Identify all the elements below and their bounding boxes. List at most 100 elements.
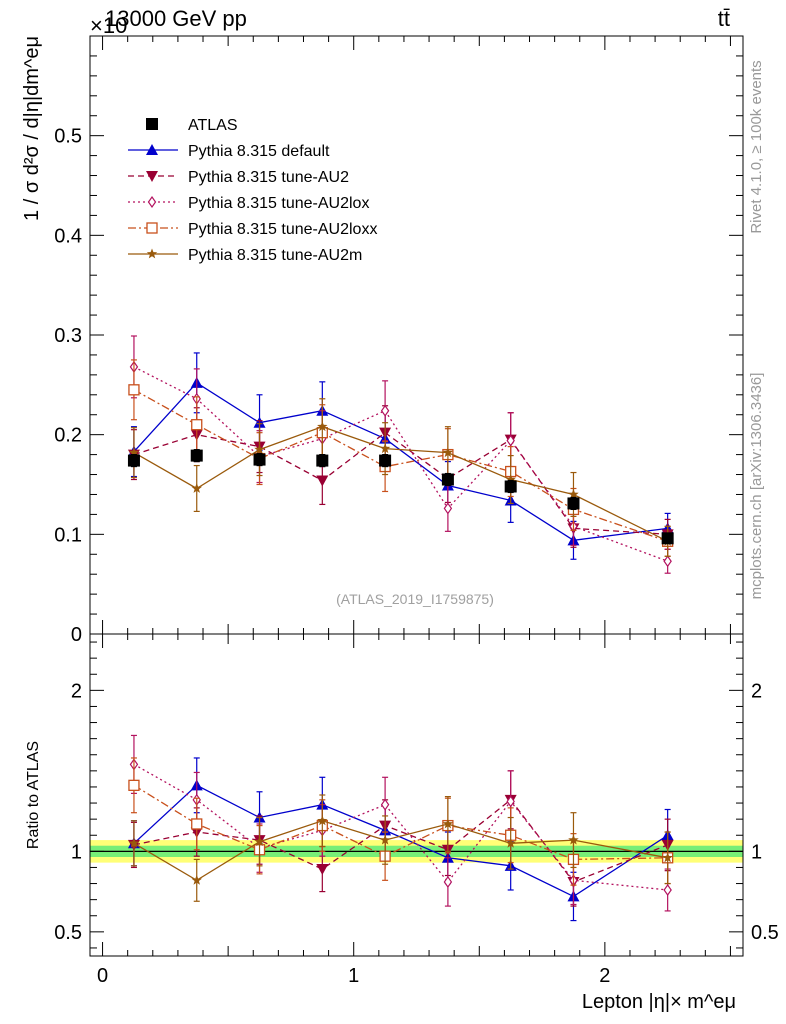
main-point-au2 <box>316 475 329 487</box>
legend-item-au2loxx: Pythia 8.315 tune-AU2loxx <box>128 221 377 238</box>
main-y-tick-label: 0.4 <box>54 225 82 247</box>
xlabel: Lepton |η|× m^eμ <box>582 991 736 1013</box>
main-y-tick-label: 0 <box>71 624 82 646</box>
main-point-atlas <box>661 532 674 545</box>
legend-item-default: Pythia 8.315 default <box>128 143 330 160</box>
x-tick-label: 2 <box>599 965 610 987</box>
ratio-point-au2 <box>316 864 329 876</box>
main-point-atlas <box>127 454 140 467</box>
main-line-au2lox <box>133 366 668 562</box>
ratio-point-au2lox <box>443 875 453 888</box>
ratio-point-au2m <box>128 837 140 848</box>
main-line-au2loxx <box>133 389 668 542</box>
ratio-series-au2m <box>128 794 673 902</box>
ratio-point-au2lox <box>663 883 672 897</box>
legend-label-au2lox: Pythia 8.315 tune-AU2lox <box>188 195 369 212</box>
ratio-series-au2lox <box>129 734 672 912</box>
main-point-atlas <box>504 480 517 493</box>
ratio-point-au2m <box>568 834 579 845</box>
legend-item-au2lox: Pythia 8.315 tune-AU2lox <box>128 195 369 212</box>
main-y-tick-label: 0.3 <box>54 325 82 347</box>
ratio-y-tick-label: 0.5 <box>54 922 82 944</box>
main-point-au2lox <box>380 404 390 417</box>
mcplots-label: mcplots.cern.ch [arXiv:1306.3436] <box>748 373 765 600</box>
legend-item-au2: Pythia 8.315 tune-AU2 <box>128 169 349 186</box>
main-point-au2m <box>442 447 454 458</box>
main-y-tick-label: 0.5 <box>54 126 82 148</box>
main-ylabel: 1 / σ d²σ / d|η|dm^eμ <box>21 36 43 221</box>
ratio-point-au2m <box>442 818 454 829</box>
main-point-au2loxx <box>128 384 140 396</box>
ratio-y-tick-label: 2 <box>71 680 82 702</box>
main-point-atlas <box>441 473 454 486</box>
main-point-atlas <box>379 454 392 467</box>
ratio-point-au2m <box>254 836 265 847</box>
ratio-series-default <box>127 757 674 922</box>
ratio-point-au2loxx <box>128 779 140 791</box>
legend-label-atlas: ATLAS <box>188 117 238 134</box>
ratio-series-au2 <box>127 770 674 907</box>
legend-item-atlas: ATLAS <box>146 117 238 134</box>
energy-label: 13000 GeV pp <box>105 6 247 31</box>
main-y-tick-label: 0.1 <box>54 524 82 546</box>
ratio-panel: 0.5 0.5 1 1 2 2 0 1 2 <box>54 633 779 987</box>
legend-item-au2m: Pythia 8.315 tune-AU2m <box>128 247 362 264</box>
main-point-au2m <box>505 474 516 484</box>
rivet-label: Rivet 4.1.0, ≥ 100k events <box>748 60 765 233</box>
legend-label-default: Pythia 8.315 default <box>188 143 330 160</box>
ratio-point-au2loxx <box>191 818 203 830</box>
exponent-label: ×10 <box>90 13 127 38</box>
ratio-point-au2lox <box>380 798 390 811</box>
ratio-point-au2lox <box>506 795 515 808</box>
main-point-au2m <box>317 421 328 432</box>
process-label: tt̄ <box>718 6 730 31</box>
legend-label-au2m: Pythia 8.315 tune-AU2m <box>188 247 362 264</box>
main-point-atlas <box>316 454 329 467</box>
main-point-au2lox <box>443 502 453 515</box>
main-point-au2m <box>379 443 391 454</box>
legend-marker-au2lox <box>147 195 157 209</box>
main-series-default <box>127 352 674 560</box>
main-point-au2m <box>128 447 140 458</box>
legend-marker-au2 <box>146 171 158 182</box>
x-tick-label: 0 <box>97 965 108 987</box>
ratio-ylabel: Ratio to ATLAS <box>25 741 42 849</box>
ratio-point-au2m <box>191 874 202 885</box>
main-series-atlas <box>127 449 674 545</box>
ratio-frame <box>89 633 744 957</box>
ratio-point-au2m <box>317 815 328 826</box>
main-point-au2m <box>254 444 265 455</box>
ratio-series-au2loxx <box>128 757 674 886</box>
main-point-au2lox <box>506 434 515 447</box>
legend-label-au2loxx: Pythia 8.315 tune-AU2loxx <box>188 221 377 238</box>
main-point-au2m <box>568 489 579 499</box>
main-point-atlas <box>190 449 203 462</box>
main-series-au2m <box>128 398 673 557</box>
main-point-au2m <box>191 483 202 493</box>
main-point-au2loxx <box>191 419 203 431</box>
legend-marker-au2loxx <box>146 222 158 234</box>
ratio-y-tick-label: 1 <box>71 841 82 863</box>
main-point-atlas <box>253 453 266 466</box>
legend-label-au2: Pythia 8.315 tune-AU2 <box>188 169 349 186</box>
legend-marker-atlas <box>146 118 158 130</box>
main-y-tick-label: 0.2 <box>54 425 82 447</box>
main-panel: 0 0.1 0.2 0.3 0.4 0.5 <box>54 35 744 646</box>
ratio-point-au2m <box>662 852 673 863</box>
x-tick-label: 1 <box>348 965 359 987</box>
legend: ATLAS Pythia 8.315 default Pythia 8.315 tu… <box>128 117 377 264</box>
main-line-au2m <box>133 426 668 542</box>
legend-marker-au2m <box>146 248 158 259</box>
main-series-au2 <box>127 405 674 550</box>
main-point-au2lox <box>663 555 672 568</box>
ratio-point-au2m <box>379 834 391 845</box>
main-line-au2 <box>133 431 668 535</box>
main-point-atlas <box>567 497 580 510</box>
ratio-y-tick-label-right: 1 <box>751 841 762 863</box>
ratio-point-au2m <box>505 837 516 848</box>
analysis-label: (ATLAS_2019_I1759875) <box>336 591 494 607</box>
ratio-y-tick-label-right: 0.5 <box>751 922 779 944</box>
main-series-au2loxx <box>128 359 674 557</box>
legend-marker-default <box>146 144 158 155</box>
